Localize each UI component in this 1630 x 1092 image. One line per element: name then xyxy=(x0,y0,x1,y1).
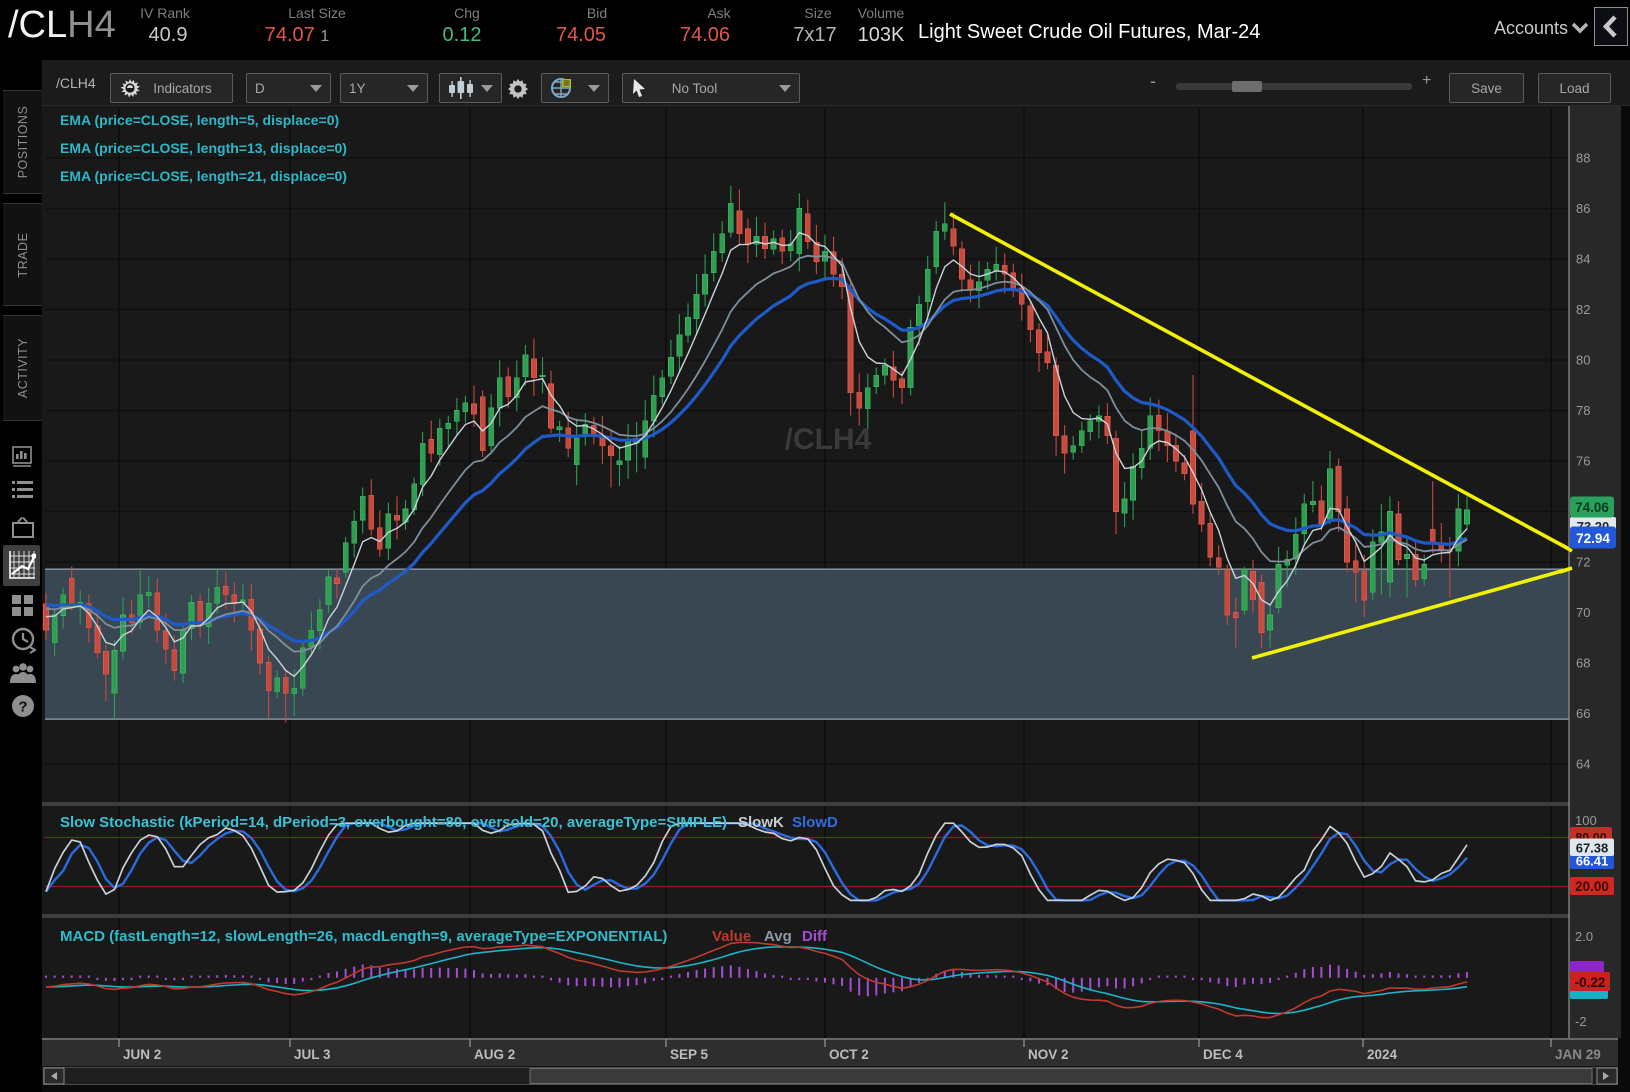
svg-text:70: 70 xyxy=(1576,605,1590,620)
svg-text:66.41: 66.41 xyxy=(1576,854,1609,869)
svg-text:MACD (fastLength=12, slowLengt: MACD (fastLength=12, slowLength=26, macd… xyxy=(60,928,667,945)
svg-text:Slow Stochastic (kPeriod=14, d: Slow Stochastic (kPeriod=14, dPeriod=3, … xyxy=(60,814,727,831)
svg-text:78: 78 xyxy=(1576,403,1590,418)
svg-text:74.06: 74.06 xyxy=(1575,500,1609,515)
svg-text:?: ? xyxy=(18,699,27,716)
svg-text:SlowD: SlowD xyxy=(792,814,838,831)
svg-text:Avg: Avg xyxy=(764,928,792,945)
svg-text:JUL 3: JUL 3 xyxy=(294,1047,331,1062)
svg-text:84: 84 xyxy=(1576,252,1590,267)
svg-text:JUN 2: JUN 2 xyxy=(123,1047,161,1062)
svg-text:67.38: 67.38 xyxy=(1576,841,1609,856)
svg-text:86: 86 xyxy=(1576,201,1590,216)
svg-text:64: 64 xyxy=(1576,757,1590,772)
svg-text:JAN 29: JAN 29 xyxy=(1555,1047,1601,1062)
svg-text:72: 72 xyxy=(1576,555,1590,570)
svg-text:20.00: 20.00 xyxy=(1575,879,1609,894)
svg-text:-2: -2 xyxy=(1575,1014,1587,1029)
svg-text:SEP 5: SEP 5 xyxy=(670,1047,709,1062)
svg-text:NOV 2: NOV 2 xyxy=(1028,1047,1069,1062)
svg-text:Diff: Diff xyxy=(802,928,828,945)
svg-text:Value: Value xyxy=(712,928,751,945)
svg-text:66: 66 xyxy=(1576,706,1590,721)
svg-text:72.94: 72.94 xyxy=(1576,531,1610,546)
svg-text:100: 100 xyxy=(1575,813,1597,828)
svg-text:EMA (price=CLOSE, length=21, d: EMA (price=CLOSE, length=21, displace=0) xyxy=(60,168,347,184)
svg-text:/CLH4: /CLH4 xyxy=(785,423,872,456)
svg-text:DEC 4: DEC 4 xyxy=(1203,1047,1243,1062)
svg-text:-0.22: -0.22 xyxy=(1575,975,1606,990)
svg-text:EMA (price=CLOSE, length=13, d: EMA (price=CLOSE, length=13, displace=0) xyxy=(60,140,347,156)
svg-text:68: 68 xyxy=(1576,656,1590,671)
svg-text:OCT 2: OCT 2 xyxy=(829,1047,869,1062)
svg-text:88: 88 xyxy=(1576,151,1590,166)
svg-text:76: 76 xyxy=(1576,454,1590,469)
svg-text:AUG 2: AUG 2 xyxy=(474,1047,515,1062)
svg-text:82: 82 xyxy=(1576,302,1590,317)
svg-text:SlowK: SlowK xyxy=(738,814,784,831)
svg-text:2024: 2024 xyxy=(1367,1047,1398,1062)
svg-text:80: 80 xyxy=(1576,353,1590,368)
svg-text:2.0: 2.0 xyxy=(1575,929,1593,944)
svg-text:EMA (price=CLOSE, length=5, di: EMA (price=CLOSE, length=5, displace=0) xyxy=(60,112,339,128)
